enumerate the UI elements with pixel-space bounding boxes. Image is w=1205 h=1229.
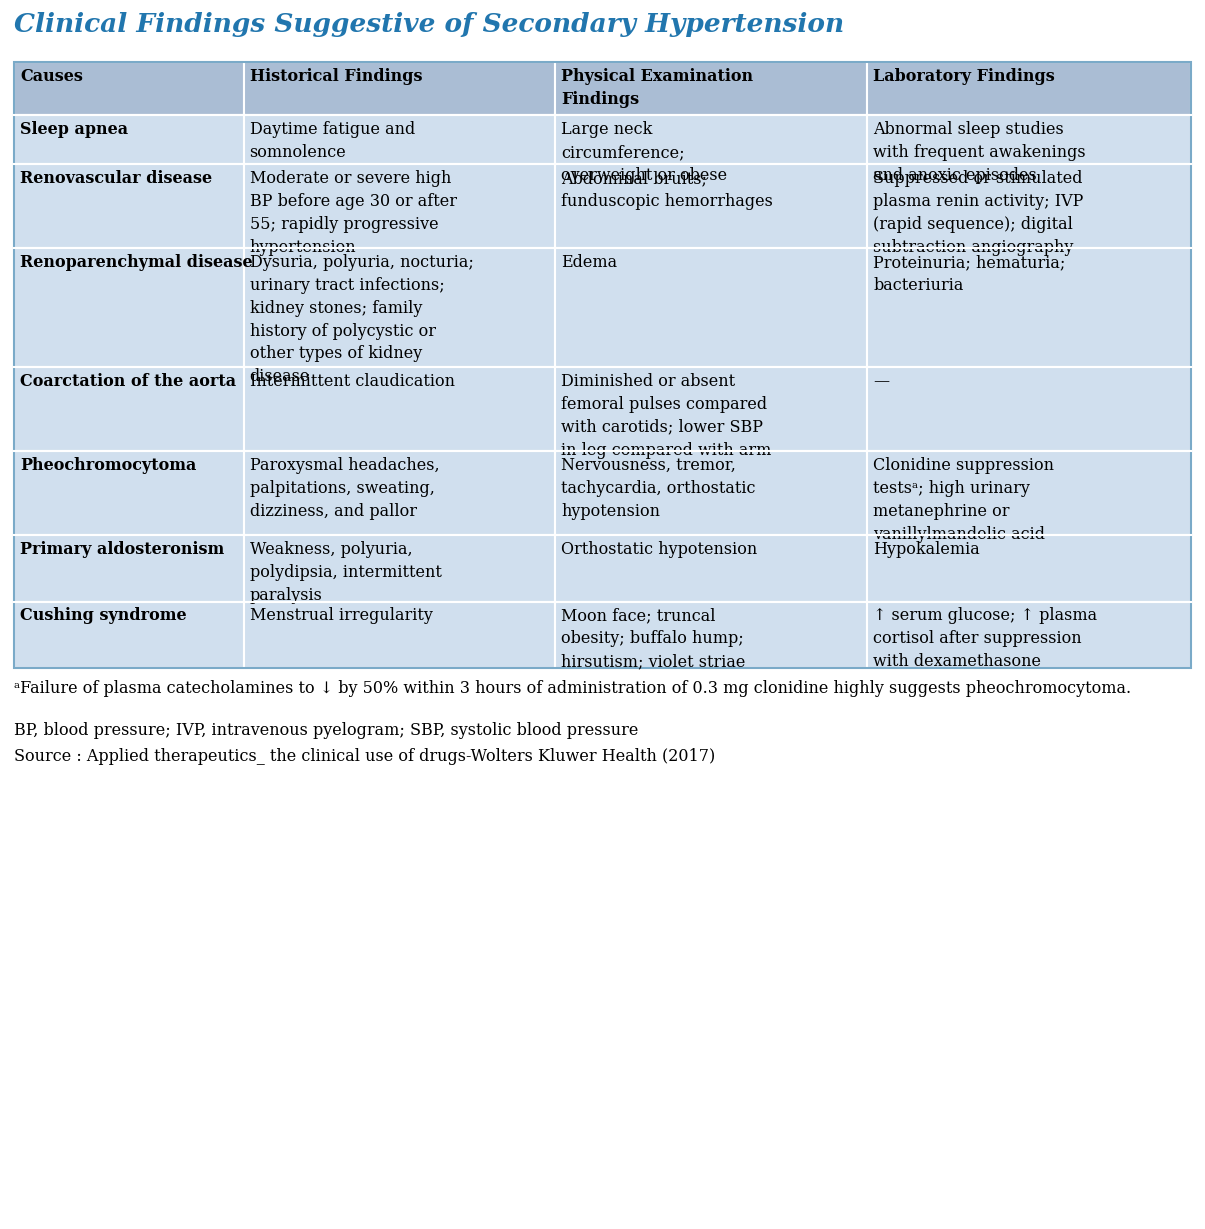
Bar <box>14 163 243 248</box>
Bar <box>868 535 1191 601</box>
Bar <box>243 116 556 163</box>
Bar <box>868 451 1191 535</box>
Text: Edema: Edema <box>562 254 617 272</box>
Bar <box>243 535 556 601</box>
Bar <box>868 601 1191 669</box>
Text: ᵃFailure of plasma catecholamines to ↓ by 50% within 3 hours of administration o: ᵃFailure of plasma catecholamines to ↓ b… <box>14 680 1131 697</box>
Text: Daytime fatigue and
somnolence: Daytime fatigue and somnolence <box>249 120 415 161</box>
Bar <box>14 61 1191 669</box>
Text: Renovascular disease: Renovascular disease <box>20 170 212 187</box>
Bar <box>868 248 1191 367</box>
Text: Pheochromocytoma: Pheochromocytoma <box>20 457 196 474</box>
Text: Historical Findings: Historical Findings <box>249 68 422 85</box>
Text: Large neck
circumference;
overweight or obese: Large neck circumference; overweight or … <box>562 120 728 183</box>
Text: Cushing syndrome: Cushing syndrome <box>20 607 187 624</box>
Text: Diminished or absent
femoral pulses compared
with carotids; lower SBP
in leg com: Diminished or absent femoral pulses comp… <box>562 372 771 458</box>
Text: Physical Examination
Findings: Physical Examination Findings <box>562 68 753 108</box>
Text: Hypokalemia: Hypokalemia <box>874 541 980 558</box>
Text: Suppressed or stimulated
plasma renin activity; IVP
(rapid sequence); digital
su: Suppressed or stimulated plasma renin ac… <box>874 170 1083 256</box>
Bar <box>868 163 1191 248</box>
Bar <box>243 61 556 116</box>
Text: Primary aldosteronism: Primary aldosteronism <box>20 541 224 558</box>
Bar <box>556 248 868 367</box>
Bar <box>556 535 868 601</box>
Bar <box>14 367 243 451</box>
Bar <box>243 451 556 535</box>
Text: Orthostatic hypotension: Orthostatic hypotension <box>562 541 758 558</box>
Text: Paroxysmal headaches,
palpitations, sweating,
dizziness, and pallor: Paroxysmal headaches, palpitations, swea… <box>249 457 439 520</box>
Text: Laboratory Findings: Laboratory Findings <box>874 68 1056 85</box>
Bar <box>868 116 1191 163</box>
Bar <box>556 163 868 248</box>
Bar <box>243 601 556 669</box>
Text: ↑ serum glucose; ↑ plasma
cortisol after suppression
with dexamethasone: ↑ serum glucose; ↑ plasma cortisol after… <box>874 607 1098 670</box>
Bar <box>14 601 243 669</box>
Text: Causes: Causes <box>20 68 83 85</box>
Text: Coarctation of the aorta: Coarctation of the aorta <box>20 372 236 390</box>
Bar <box>556 601 868 669</box>
Text: Intermittent claudication: Intermittent claudication <box>249 372 454 390</box>
Bar <box>14 248 243 367</box>
Text: Clonidine suppression
testsᵃ; high urinary
metanephrine or
vanillylmandelic acid: Clonidine suppression testsᵃ; high urina… <box>874 457 1054 542</box>
Bar <box>868 367 1191 451</box>
Text: —: — <box>874 372 889 390</box>
Text: Source : Applied therapeutics_ the clinical use of drugs-Wolters Kluwer Health (: Source : Applied therapeutics_ the clini… <box>14 748 716 764</box>
Bar <box>243 163 556 248</box>
Text: Sleep apnea: Sleep apnea <box>20 120 128 138</box>
Bar <box>243 248 556 367</box>
Bar <box>14 535 243 601</box>
Text: Clinical Findings Suggestive of Secondary Hypertension: Clinical Findings Suggestive of Secondar… <box>14 12 845 37</box>
Bar <box>14 451 243 535</box>
Bar <box>556 451 868 535</box>
Text: Abdominal bruits;
funduscopic hemorrhages: Abdominal bruits; funduscopic hemorrhage… <box>562 170 774 210</box>
Bar <box>556 367 868 451</box>
Bar <box>556 116 868 163</box>
Text: Renoparenchymal disease: Renoparenchymal disease <box>20 254 253 272</box>
Text: Proteinuria; hematuria;
bacteriuria: Proteinuria; hematuria; bacteriuria <box>874 254 1065 294</box>
Bar <box>868 61 1191 116</box>
Text: Weakness, polyuria,
polydipsia, intermittent
paralysis: Weakness, polyuria, polydipsia, intermit… <box>249 541 441 603</box>
Text: Nervousness, tremor,
tachycardia, orthostatic
hypotension: Nervousness, tremor, tachycardia, orthos… <box>562 457 756 520</box>
Text: Moon face; truncal
obesity; buffalo hump;
hirsutism; violet striae: Moon face; truncal obesity; buffalo hump… <box>562 607 746 670</box>
Text: BP, blood pressure; IVP, intravenous pyelogram; SBP, systolic blood pressure: BP, blood pressure; IVP, intravenous pye… <box>14 721 639 739</box>
Text: Moderate or severe high
BP before age 30 or after
55; rapidly progressive
hypert: Moderate or severe high BP before age 30… <box>249 170 457 256</box>
Bar <box>243 367 556 451</box>
Bar <box>556 61 868 116</box>
Bar <box>14 61 243 116</box>
Text: Dysuria, polyuria, nocturia;
urinary tract infections;
kidney stones; family
his: Dysuria, polyuria, nocturia; urinary tra… <box>249 254 474 385</box>
Text: Abnormal sleep studies
with frequent awakenings
and anoxic episodes: Abnormal sleep studies with frequent awa… <box>874 120 1086 183</box>
Text: Menstrual irregularity: Menstrual irregularity <box>249 607 433 624</box>
Bar <box>14 116 243 163</box>
